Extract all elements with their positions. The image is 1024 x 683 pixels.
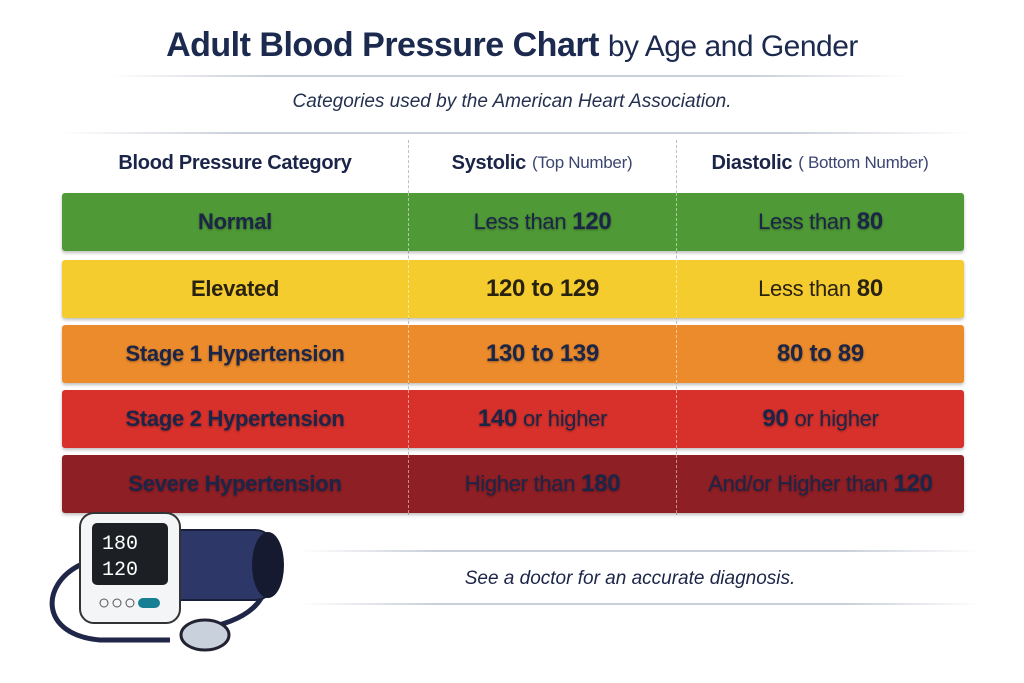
table-row: Normal Less than 120 Less than 80 (62, 193, 964, 251)
value-number: 140 (477, 405, 517, 432)
header-category: Blood Pressure Category (62, 140, 408, 186)
diastolic-value: And/or Higher than 120 (676, 455, 964, 513)
table-row: Stage 1 Hypertension 130 to 139 80 to 89 (62, 325, 964, 383)
value-text: And/or Higher than (708, 471, 888, 496)
table-row: Elevated 120 to 129 Less than 80 (62, 260, 964, 318)
value-text: or higher (794, 406, 879, 431)
divider (60, 132, 970, 134)
category-label: Normal (198, 209, 272, 234)
category-label: Severe Hypertension (128, 471, 342, 496)
table-row: Severe Hypertension Higher than 180 And/or … (62, 455, 964, 513)
value-text: Less than (473, 209, 567, 234)
diastolic-value: 90 or higher (676, 390, 964, 448)
category-label: Elevated (190, 276, 280, 301)
systolic-value: Less than 120 (408, 193, 676, 251)
header-label: Diastolic (711, 151, 793, 174)
divider (110, 75, 910, 77)
value-number: 90 (762, 405, 789, 432)
header-paren: ( Bottom Number) (798, 153, 929, 172)
monitor-diastolic: 120 (102, 559, 138, 582)
category-label: Stage 2 Hypertension (125, 406, 345, 431)
value-number: 120 (572, 208, 612, 235)
page-title: Adult Blood Pressure Chart by Age and Ge… (0, 26, 1024, 65)
category-label: Stage 1 Hypertension (125, 341, 345, 366)
footer-note: See a doctor for an accurate diagnosis. (464, 568, 796, 589)
divider (300, 550, 980, 552)
systolic-value: 130 to 139 (408, 325, 676, 383)
header-systolic: Systolic (Top Number) (408, 140, 676, 186)
value-number: 180 (581, 470, 621, 497)
header-paren: (Top Number) (531, 153, 633, 172)
table-row: Stage 2 Hypertension 140 or higher 90 or hig… (62, 390, 964, 448)
value-text: Less than (758, 209, 851, 234)
value-text: or higher (523, 406, 608, 431)
value-number: 80 (856, 275, 883, 302)
diastolic-value: Less than 80 (676, 260, 964, 318)
systolic-value: 140 or higher (408, 390, 676, 448)
header-label: Systolic (451, 151, 527, 174)
subtitle: Categories used by the American Heart As… (292, 91, 732, 112)
title-main: Adult Blood Pressure Chart (166, 26, 599, 64)
value-number: 120 (893, 470, 933, 497)
header-label: Blood Pressure Category (118, 151, 352, 174)
blood-pressure-monitor-icon: 180 120 (49, 512, 284, 652)
value-number: 80 to 89 (777, 340, 864, 367)
systolic-value: Higher than 180 (408, 455, 676, 513)
value-number: 130 to 139 (485, 340, 600, 367)
title-rest: by Age and Gender (607, 30, 859, 63)
value-text: Less than (758, 276, 851, 301)
header-diastolic: Diastolic ( Bottom Number) (676, 140, 964, 186)
value-number: 80 (856, 208, 883, 235)
monitor-systolic: 180 (102, 533, 138, 556)
systolic-value: 120 to 129 (408, 260, 676, 318)
value-text: Higher than (464, 471, 576, 496)
value-number: 120 to 129 (485, 275, 600, 302)
diastolic-value: 80 to 89 (676, 325, 964, 383)
divider (300, 603, 980, 605)
diastolic-value: Less than 80 (676, 193, 964, 251)
